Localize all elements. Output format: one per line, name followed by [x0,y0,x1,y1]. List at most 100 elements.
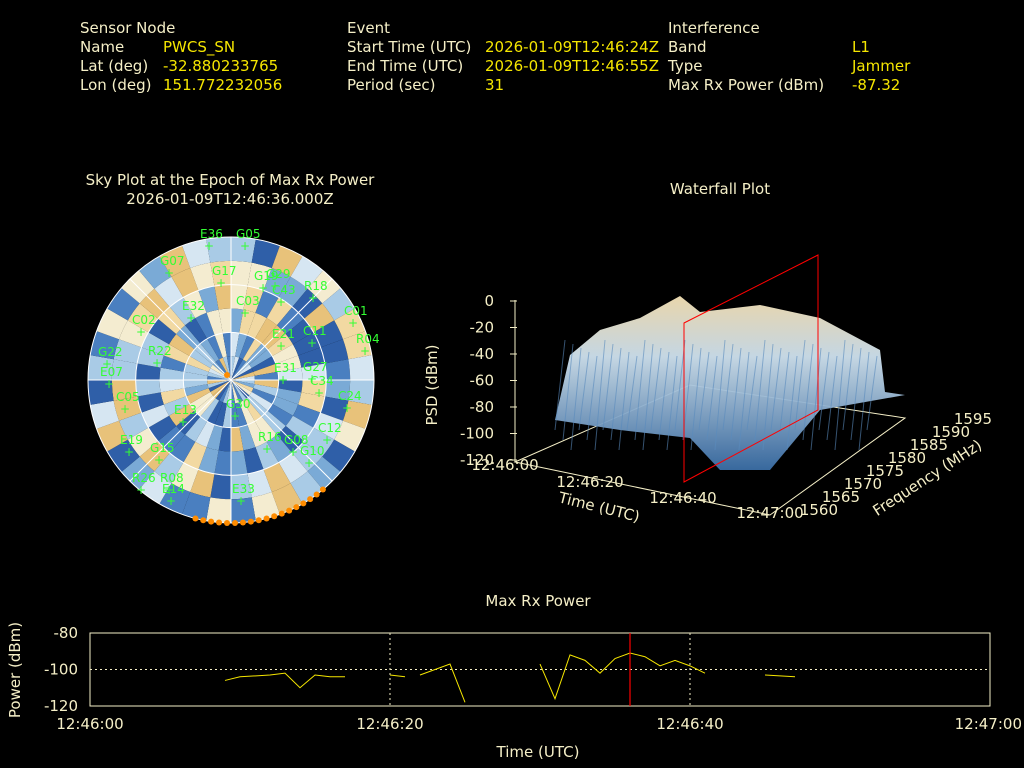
satellite-label: C24 [338,389,362,403]
sky-cell [292,332,321,356]
sky-cell [208,380,231,392]
sky-cell [239,309,256,336]
sky-cell [255,441,279,470]
satellite-label: E21 [272,327,295,341]
sky-cell [348,355,374,380]
sky-cell [200,398,220,422]
sky-cell [251,491,280,521]
interference-type-label: Type [668,57,703,75]
satellite-label: C01 [344,304,368,318]
sky-cell [231,380,255,385]
power-series-line [539,652,706,701]
sky-cell [183,380,208,389]
satellite-label: G10 [300,444,325,458]
wf-time-tick-label: 12:46:00 [471,456,538,474]
sky-cell [222,380,231,404]
satellite-label: G05 [236,227,261,241]
sky-cell [301,380,327,397]
sky-track-point [300,500,307,507]
sky-cell [277,367,303,380]
wf-time-tick-label: 12:46:40 [649,489,716,507]
sky-cell [137,392,164,413]
wf-ridge [666,355,678,451]
sky-cell [190,262,215,291]
sky-cell [90,331,120,360]
sky-cell [210,380,231,396]
sky-cell [207,380,231,385]
sky-cell [231,380,252,396]
satellite-marker: + [178,415,188,429]
sky-cell [249,391,273,411]
sky-cell [249,349,273,369]
sky-cell [215,380,231,401]
sky-cell [334,420,366,452]
sky-track-point [293,504,300,511]
sky-cell [154,276,184,307]
sky-cell [231,260,252,287]
satellite-marker: + [166,494,176,508]
sky-cell [239,424,256,451]
sky-track-point [208,518,215,525]
sky-cell [210,473,231,500]
sky-cell [207,380,231,389]
satellite-label: C12 [318,421,342,435]
interference-power-label: Max Rx Power (dBm) [668,76,825,94]
satellite-marker: + [307,336,317,350]
satellite-label: G27 [303,360,328,374]
sky-cell [231,368,254,380]
wf-ridge [746,355,758,431]
sky-cell [185,318,208,344]
sky-cell [272,396,299,416]
sky-cell [169,403,195,426]
sky-cell [184,363,209,376]
wf-z-tick-label: -80 [470,398,495,416]
satellite-label: R08 [160,471,184,485]
sky-cell [342,331,372,360]
satellite-label: E19 [120,433,143,447]
sensor-name-label: Name [80,38,125,56]
sky-cell [313,412,343,440]
sky-cell [207,335,223,360]
sky-cell [163,396,190,416]
sky-cell [185,416,208,442]
sky-cell [263,268,291,298]
sky-cell [342,400,372,429]
sky-cell [243,286,264,313]
sky-cell [231,371,255,380]
satellite-label: C02 [132,313,156,327]
satellite-marker: + [262,442,272,456]
wf-z-axis-label: PSD (dBm) [423,344,441,425]
interference-band-label: Band [668,38,707,56]
sky-cell [198,447,219,474]
sensor-name-value: PWCS_SN [163,38,236,56]
sky-cell [148,415,177,442]
sky-cell [182,491,211,521]
sky-cell [313,320,343,348]
sky-cell [231,380,254,392]
sky-cell [251,239,280,269]
wf-ridge [850,347,862,441]
power-chart-title: Max Rx Power [485,592,591,610]
sky-cell [214,333,227,358]
satellite-marker: + [154,453,164,467]
satellite-marker: + [216,276,226,290]
event-end-value: 2026-01-09T12:46:55Z [485,57,659,75]
sky-cell [231,237,256,263]
sky-cell [226,380,231,404]
sky-cell [251,388,276,404]
sky-cell [231,403,240,428]
wf-ridge [610,347,622,441]
sky-cell [189,391,213,411]
sky-cell [247,312,267,339]
sky-track-point [286,507,293,514]
sky-cell [226,356,231,380]
satellite-marker: + [230,409,240,423]
power-x-axis-label: Time (UTC) [496,743,580,761]
sky-cell [159,483,191,515]
satellite-marker: + [360,344,370,358]
sky-cell [206,424,223,451]
sensor-lon-label: Lon (deg) [80,76,152,94]
satellite-label: C05 [116,390,140,404]
sky-cell [267,403,293,426]
